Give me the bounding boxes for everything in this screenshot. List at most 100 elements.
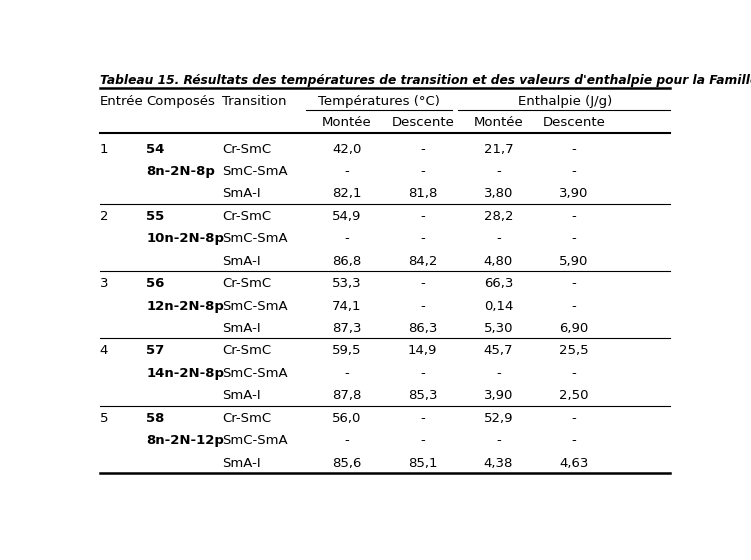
Text: -: - [345, 165, 349, 178]
Text: SmC-SmA: SmC-SmA [222, 367, 288, 380]
Text: SmA-I: SmA-I [222, 255, 261, 268]
Text: 81,8: 81,8 [408, 188, 437, 200]
Text: Montée: Montée [322, 116, 372, 129]
Text: 82,1: 82,1 [332, 188, 362, 200]
Text: 5: 5 [100, 412, 108, 424]
Text: 8n-2N-8p: 8n-2N-8p [146, 165, 215, 178]
Text: SmC-SmA: SmC-SmA [222, 232, 288, 245]
Text: -: - [496, 232, 501, 245]
Text: 3,80: 3,80 [484, 188, 513, 200]
Text: SmA-I: SmA-I [222, 322, 261, 335]
Text: -: - [572, 210, 577, 223]
Text: Composés: Composés [146, 95, 215, 108]
Text: 3: 3 [100, 277, 108, 290]
Text: SmC-SmA: SmC-SmA [222, 434, 288, 447]
Text: 2: 2 [100, 210, 108, 223]
Text: -: - [572, 300, 577, 312]
Text: 66,3: 66,3 [484, 277, 513, 290]
Text: Cr-SmC: Cr-SmC [222, 412, 271, 424]
Text: -: - [345, 367, 349, 380]
Text: Enthalpie (J/g): Enthalpie (J/g) [518, 95, 612, 108]
Text: 87,8: 87,8 [333, 389, 362, 402]
Text: Cr-SmC: Cr-SmC [222, 344, 271, 357]
Text: 6,90: 6,90 [559, 322, 589, 335]
Text: Descente: Descente [391, 116, 454, 129]
Text: 3,90: 3,90 [484, 389, 513, 402]
Text: 4: 4 [100, 344, 108, 357]
Text: -: - [572, 232, 577, 245]
Text: 56,0: 56,0 [333, 412, 362, 424]
Text: -: - [572, 277, 577, 290]
Text: 8n-2N-12p: 8n-2N-12p [146, 434, 224, 447]
Text: -: - [421, 143, 425, 156]
Text: SmA-I: SmA-I [222, 188, 261, 200]
Text: -: - [572, 367, 577, 380]
Text: SmA-I: SmA-I [222, 456, 261, 469]
Text: 45,7: 45,7 [484, 344, 513, 357]
Text: 4,63: 4,63 [559, 456, 589, 469]
Text: 74,1: 74,1 [332, 300, 362, 312]
Text: 84,2: 84,2 [408, 255, 437, 268]
Text: Cr-SmC: Cr-SmC [222, 210, 271, 223]
Text: SmC-SmA: SmC-SmA [222, 165, 288, 178]
Text: 4,38: 4,38 [484, 456, 513, 469]
Text: -: - [496, 434, 501, 447]
Text: 85,3: 85,3 [408, 389, 438, 402]
Text: -: - [421, 277, 425, 290]
Text: -: - [345, 232, 349, 245]
Text: 14n-2N-8p: 14n-2N-8p [146, 367, 225, 380]
Text: 12n-2N-8p: 12n-2N-8p [146, 300, 224, 312]
Text: 2,50: 2,50 [559, 389, 589, 402]
Text: 5,90: 5,90 [559, 255, 589, 268]
Text: -: - [421, 434, 425, 447]
Text: 1: 1 [100, 143, 108, 156]
Text: -: - [496, 165, 501, 178]
Text: 86,8: 86,8 [333, 255, 362, 268]
Text: 53,3: 53,3 [332, 277, 362, 290]
Text: Montée: Montée [474, 116, 523, 129]
Text: Cr-SmC: Cr-SmC [222, 277, 271, 290]
Text: -: - [572, 434, 577, 447]
Text: 57: 57 [146, 344, 164, 357]
Text: 21,7: 21,7 [484, 143, 513, 156]
Text: 25,5: 25,5 [559, 344, 589, 357]
Text: 3,90: 3,90 [559, 188, 589, 200]
Text: 28,2: 28,2 [484, 210, 513, 223]
Text: 86,3: 86,3 [408, 322, 437, 335]
Text: Entrée: Entrée [100, 95, 143, 108]
Text: Transition: Transition [222, 95, 286, 108]
Text: 85,1: 85,1 [408, 456, 438, 469]
Text: Températures (°C): Températures (°C) [318, 95, 440, 108]
Text: SmC-SmA: SmC-SmA [222, 300, 288, 312]
Text: 85,6: 85,6 [333, 456, 362, 469]
Text: 54,9: 54,9 [333, 210, 362, 223]
Text: -: - [496, 367, 501, 380]
Text: 10n-2N-8p: 10n-2N-8p [146, 232, 225, 245]
Text: SmA-I: SmA-I [222, 389, 261, 402]
Text: 56: 56 [146, 277, 164, 290]
Text: 87,3: 87,3 [332, 322, 362, 335]
Text: 0,14: 0,14 [484, 300, 513, 312]
Text: 59,5: 59,5 [332, 344, 362, 357]
Text: -: - [421, 367, 425, 380]
Text: -: - [345, 434, 349, 447]
Text: -: - [421, 210, 425, 223]
Text: 5,30: 5,30 [484, 322, 513, 335]
Text: -: - [421, 412, 425, 424]
Text: -: - [421, 232, 425, 245]
Text: -: - [572, 412, 577, 424]
Text: Descente: Descente [543, 116, 605, 129]
Text: 58: 58 [146, 412, 164, 424]
Text: -: - [572, 165, 577, 178]
Text: 4,80: 4,80 [484, 255, 513, 268]
Text: Tableau 15. Résultats des températures de transition et des valeurs d'enthalpie : Tableau 15. Résultats des températures d… [100, 74, 751, 87]
Text: -: - [421, 165, 425, 178]
Text: Cr-SmC: Cr-SmC [222, 143, 271, 156]
Text: 14,9: 14,9 [408, 344, 437, 357]
Text: -: - [421, 300, 425, 312]
Text: 42,0: 42,0 [333, 143, 362, 156]
Text: 55: 55 [146, 210, 164, 223]
Text: 54: 54 [146, 143, 164, 156]
Text: 52,9: 52,9 [484, 412, 513, 424]
Text: -: - [572, 143, 577, 156]
